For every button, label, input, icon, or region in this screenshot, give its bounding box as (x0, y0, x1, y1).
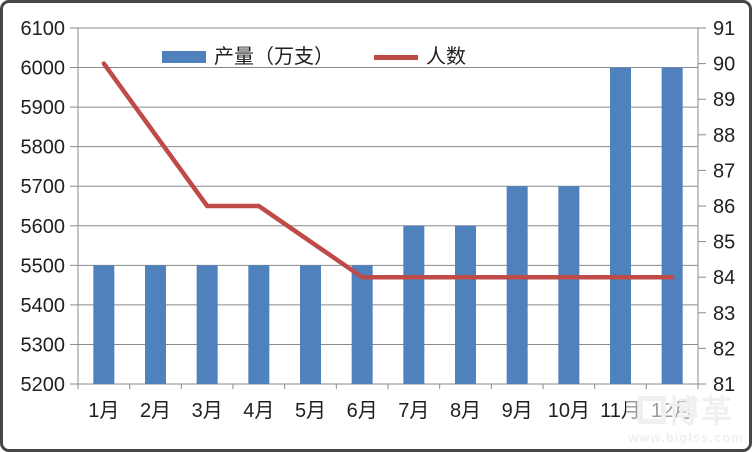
bar-series-swatch-icon (162, 51, 206, 63)
right-axis-label: 85 (713, 232, 735, 254)
bar (351, 265, 373, 384)
right-axis-label: 84 (713, 267, 735, 289)
bar (506, 186, 528, 384)
left-axis-label: 6100 (21, 18, 66, 40)
x-axis-category-label: 2月 (140, 400, 171, 422)
x-axis-category-label: 9月 (502, 400, 533, 422)
x-axis-category-label: 4月 (243, 400, 274, 422)
right-axis-label: 82 (713, 338, 735, 360)
chart-legend: 产量（万支） 人数 (162, 46, 466, 68)
line-series (101, 61, 675, 280)
line-series-label: 人数 (426, 46, 466, 68)
bar (145, 265, 166, 384)
left-axis-label: 5300 (21, 334, 66, 356)
right-axis-label: 90 (713, 54, 735, 76)
line-series-swatch-icon (374, 54, 418, 60)
right-axis-label: 91 (713, 18, 735, 40)
bar (558, 186, 580, 384)
right-axis-label: 89 (713, 89, 735, 111)
left-axis-label: 5500 (21, 255, 66, 277)
left-axis-label: 5400 (21, 295, 66, 317)
bar-series-label: 产量（万支） (214, 46, 334, 68)
right-axis-label: 86 (713, 196, 735, 218)
left-axis-label: 5800 (21, 137, 66, 159)
right-axis-label: 88 (713, 125, 735, 147)
bar (300, 265, 321, 384)
right-axis-label: 81 (713, 374, 735, 396)
right-axis-label: 87 (713, 160, 735, 182)
x-axis-category-label: 1月 (88, 400, 119, 422)
x-axis-category-label: 3月 (192, 400, 223, 422)
bar (248, 265, 270, 384)
left-axis-label: 5700 (21, 176, 66, 198)
left-axis-label: 6000 (21, 58, 66, 80)
bar (610, 67, 631, 385)
bar (661, 67, 683, 385)
bar (93, 265, 115, 384)
x-axis-category-label: 11月 (600, 400, 641, 422)
left-axis-label: 5900 (21, 97, 66, 119)
x-axis-category-label: 5月 (295, 400, 326, 422)
x-axis-category-label: 8月 (450, 400, 481, 422)
combo-chart-canvas: 6100 6000 5900 5800 5700 5600 5500 5400 5300 5200… (21, 18, 736, 422)
left-axis-label: 5200 (21, 374, 66, 396)
x-axis-category-label: 6月 (347, 400, 378, 422)
left-axis-label: 5600 (21, 216, 66, 238)
right-axis-label: 83 (713, 303, 735, 325)
bar (455, 225, 476, 384)
bar (196, 265, 218, 384)
x-axis-category-label: 7月 (398, 400, 429, 422)
x-axis-category-label: 10月 (548, 400, 590, 422)
x-axis-category-label: 12月 (651, 400, 693, 422)
bar (403, 225, 425, 384)
